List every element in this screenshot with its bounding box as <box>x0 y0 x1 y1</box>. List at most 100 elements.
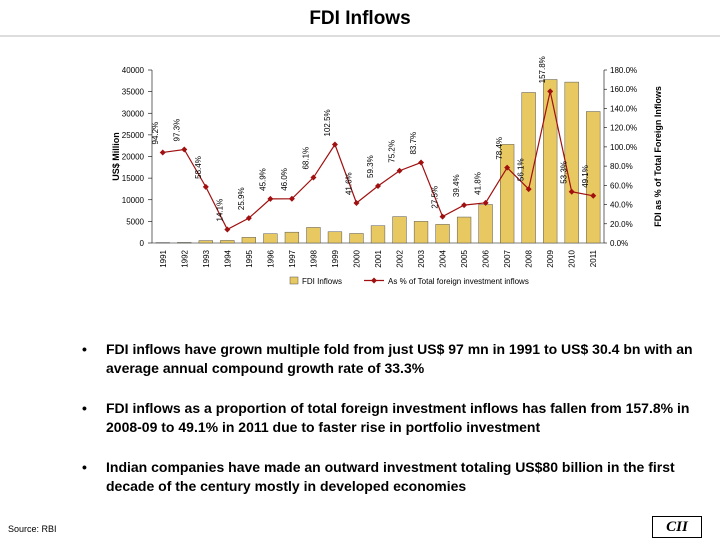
data-label: 49.1% <box>581 165 590 188</box>
y-tick-label: 35000 <box>122 88 145 97</box>
bar <box>521 92 536 244</box>
bar <box>241 237 256 244</box>
x-tick-label: 2011 <box>589 249 598 267</box>
x-tick-label: 1999 <box>331 249 340 267</box>
bar <box>435 224 450 244</box>
y-tick-label: 15000 <box>122 174 145 183</box>
note: Indian companies have made an outward in… <box>82 458 694 496</box>
bar <box>263 233 278 244</box>
x-tick-label: 1996 <box>266 249 275 267</box>
y2-tick-label: 140.0% <box>610 104 637 113</box>
data-label: 83.7% <box>409 132 418 155</box>
bar <box>370 225 386 244</box>
marker <box>181 146 188 153</box>
logo: CII <box>652 516 702 538</box>
data-label: 53.3% <box>560 161 569 184</box>
legend-label: FDI Inflows <box>302 277 342 286</box>
marker <box>418 159 425 166</box>
data-label: 56.1% <box>517 158 526 181</box>
x-tick-label: 1992 <box>180 249 189 267</box>
y-tick-label: 5000 <box>126 217 144 226</box>
marker <box>224 226 231 233</box>
marker <box>547 88 554 95</box>
bar <box>586 111 601 244</box>
data-label: 25.9% <box>237 187 246 210</box>
data-label: 97.3% <box>172 119 181 142</box>
data-label: 102.5% <box>323 109 332 136</box>
y-tick-label: 10000 <box>122 196 145 205</box>
y-tick-label: 40000 <box>122 66 145 75</box>
x-tick-label: 2000 <box>352 249 361 267</box>
bar <box>220 240 235 244</box>
data-label: 78.4% <box>495 137 504 160</box>
marker <box>568 188 575 195</box>
data-label: 41.8% <box>474 172 483 195</box>
source: Source: RBI <box>8 524 57 534</box>
note: FDI inflows as a proportion of total for… <box>82 399 694 437</box>
marker <box>504 164 511 171</box>
y2-tick-label: 0.0% <box>610 239 628 248</box>
bar <box>500 144 515 244</box>
data-label: 68.1% <box>301 147 310 170</box>
bar <box>478 204 493 244</box>
data-label: 39.4% <box>452 174 461 197</box>
y2-tick-label: 20.0% <box>610 220 633 229</box>
notes: FDI inflows have grown multiple fold fro… <box>82 340 694 517</box>
legend-swatch <box>289 276 299 285</box>
data-label: 157.8% <box>538 56 547 83</box>
legend-marker <box>371 277 378 284</box>
chart-title: FDI Inflows <box>309 8 410 29</box>
y2-tick-label: 180.0% <box>610 66 637 75</box>
y2-tick-label: 100.0% <box>610 143 637 152</box>
legend-label: As % of Total foreign investment inflows <box>388 277 529 286</box>
y-tick-label: 30000 <box>122 109 145 118</box>
x-tick-label: 1995 <box>245 249 254 267</box>
x-tick-label: 1998 <box>309 249 318 267</box>
marker <box>202 183 209 190</box>
x-tick-label: 1991 <box>159 249 168 267</box>
marker <box>288 195 295 202</box>
x-tick-label: 2005 <box>460 249 469 267</box>
x-tick-label: 2006 <box>482 249 491 267</box>
marker <box>310 174 317 181</box>
x-tick-label: 2004 <box>439 249 448 267</box>
marker <box>331 141 338 148</box>
x-tick-label: 1997 <box>288 249 297 267</box>
y2-tick-label: 60.0% <box>610 181 633 190</box>
marker <box>461 202 468 209</box>
data-label: 41.6% <box>344 172 353 195</box>
bar <box>349 233 364 244</box>
x-tick-label: 2008 <box>525 249 534 267</box>
marker <box>267 195 274 202</box>
x-tick-label: 1993 <box>202 249 211 267</box>
marker <box>590 192 597 199</box>
bar <box>456 216 472 244</box>
y-axis-title: US$ Million <box>111 132 121 181</box>
bar <box>306 227 321 244</box>
data-label: 46.0% <box>280 168 289 191</box>
data-label: 75.2% <box>388 140 397 163</box>
bar <box>564 81 579 244</box>
bar <box>327 231 343 244</box>
bar <box>198 240 213 244</box>
marker <box>245 215 252 222</box>
x-tick-label: 2009 <box>546 249 555 267</box>
data-label: 14.1% <box>215 199 224 222</box>
data-label: 58.4% <box>194 156 203 179</box>
y2-tick-label: 80.0% <box>610 162 633 171</box>
marker <box>396 167 403 174</box>
y2-axis-title: FDI as % of Total Foreign Inflows <box>653 86 663 227</box>
y-tick-label: 0 <box>140 239 145 248</box>
marker <box>525 186 532 193</box>
y2-tick-label: 120.0% <box>610 124 637 133</box>
marker <box>375 183 381 190</box>
data-label: 94.2% <box>151 122 160 145</box>
marker <box>482 199 489 206</box>
x-tick-label: 2002 <box>396 249 405 267</box>
bar <box>413 221 429 244</box>
x-tick-label: 2001 <box>374 249 383 267</box>
data-label: 27.5% <box>431 186 440 209</box>
marker <box>159 149 166 156</box>
y2-tick-label: 160.0% <box>610 85 637 94</box>
